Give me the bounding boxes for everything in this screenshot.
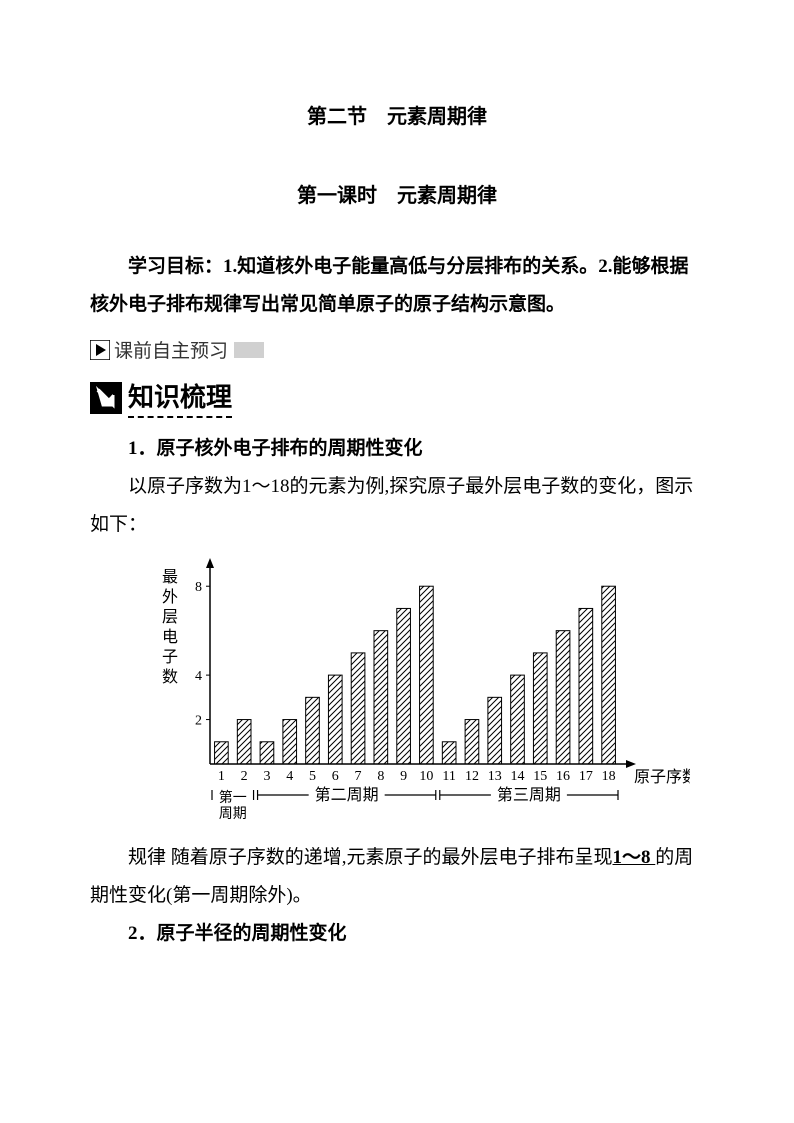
play-icon (90, 340, 110, 360)
svg-text:13: 13 (488, 769, 502, 784)
paragraph-rule: 规律 随着原子序数的递增,元素原子的最外层电子排布呈现1～8 的周期性变化(第一… (90, 839, 704, 915)
section-title: 第二节 元素周期律 (90, 100, 704, 129)
gray-bar (234, 342, 264, 358)
svg-text:子: 子 (162, 648, 178, 666)
svg-text:最: 最 (162, 569, 178, 586)
svg-text:第一: 第一 (219, 789, 247, 806)
svg-text:9: 9 (400, 769, 407, 784)
svg-text:周期: 周期 (219, 806, 247, 822)
svg-text:数: 数 (162, 668, 178, 686)
svg-text:4: 4 (286, 769, 293, 784)
svg-text:3: 3 (263, 769, 270, 784)
arrow-down-right-icon (90, 382, 122, 414)
preview-banner: 课前自主预习 (90, 336, 704, 363)
learning-objective: 学习目标：1.知道核外电子能量高低与分层排布的关系。2.能够根据核外电子排布规律… (90, 248, 704, 324)
svg-text:15: 15 (533, 769, 547, 784)
svg-text:4: 4 (195, 669, 202, 684)
svg-text:电: 电 (162, 628, 178, 646)
svg-text:8: 8 (377, 769, 384, 784)
svg-text:1: 1 (218, 769, 225, 784)
svg-text:层: 层 (162, 609, 178, 626)
svg-text:18: 18 (602, 769, 616, 784)
electron-chart: 248最外层电子数123456789101112131415161718原子序数… (150, 554, 690, 829)
svg-text:2: 2 (241, 769, 248, 784)
section-banner: 知识梳理 (90, 377, 704, 418)
svg-text:5: 5 (309, 769, 316, 784)
preview-label: 课前自主预习 (114, 336, 228, 363)
svg-text:10: 10 (419, 769, 433, 784)
lesson-title: 第一课时 元素周期律 (90, 179, 704, 208)
paragraph-intro: 以原子序数为1～18的元素为例,探究原子最外层电子数的变化，图示如下： (90, 468, 704, 544)
svg-text:原子序数: 原子序数 (634, 768, 690, 786)
svg-text:6: 6 (332, 769, 339, 784)
svg-text:8: 8 (195, 580, 202, 595)
svg-text:14: 14 (511, 769, 525, 784)
rule-pre: 规律 随着原子序数的递增,元素原子的最外层电子排布呈现 (128, 847, 613, 868)
heading-2: 2．原子半径的周期性变化 (90, 915, 704, 953)
svg-text:第二周期: 第二周期 (315, 786, 379, 804)
svg-text:17: 17 (579, 769, 593, 784)
svg-text:7: 7 (355, 769, 362, 784)
heading-1: 1．原子核外电子排布的周期性变化 (90, 430, 704, 468)
rule-underline: 1～8 (613, 847, 656, 868)
svg-text:2: 2 (195, 714, 202, 729)
svg-text:12: 12 (465, 769, 479, 784)
svg-text:第三周期: 第三周期 (497, 786, 561, 804)
section-header: 知识梳理 (128, 377, 232, 418)
svg-text:外: 外 (162, 588, 178, 606)
svg-text:16: 16 (556, 769, 570, 784)
svg-text:11: 11 (442, 769, 455, 784)
